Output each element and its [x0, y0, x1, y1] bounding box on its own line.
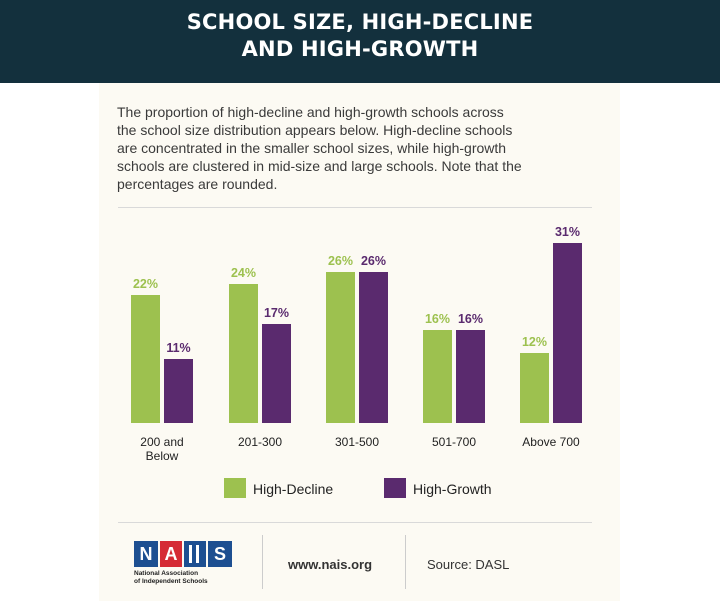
data-label-high-growth: 26%: [360, 254, 387, 269]
bar-high-decline: [520, 353, 549, 423]
footer-separator-1: [262, 535, 263, 589]
category-label: 200 and Below: [140, 435, 184, 463]
category-label: Above 700: [522, 435, 580, 449]
legend-label-high-growth: High-Growth: [413, 481, 492, 497]
logo-letter-n: N: [134, 541, 158, 567]
bar-high-growth: [553, 243, 582, 423]
data-label-high-decline: 12%: [521, 335, 548, 350]
top-divider: [118, 207, 592, 208]
website-url: www.nais.org: [288, 557, 373, 572]
logo-letter-s: S: [208, 541, 232, 567]
bar-high-decline: [326, 272, 355, 423]
intro-paragraph: The proportion of high-decline and high-…: [117, 104, 522, 192]
chart-title-line-2: AND HIGH-GROWTH: [241, 37, 479, 61]
bar-high-growth: [164, 359, 193, 423]
source-note: Source: DASL: [427, 557, 510, 572]
data-label-high-growth: 11%: [166, 341, 191, 356]
logo-letter-i: I: [184, 541, 206, 567]
title-banner: SCHOOL SIZE, HIGH-DECLINE AND HIGH-GROWT…: [0, 0, 720, 83]
data-label-high-decline: 22%: [132, 277, 159, 292]
chart-title-line-1: SCHOOL SIZE, HIGH-DECLINE: [186, 10, 534, 34]
bar-high-growth: [359, 272, 388, 423]
category-label: 501-700: [431, 435, 477, 449]
category-label: 301-500: [334, 435, 380, 449]
bar-high-decline: [131, 295, 160, 423]
footer-separator-2: [405, 535, 406, 589]
bar-high-decline: [229, 283, 258, 423]
logo-letters: N A I S: [134, 541, 232, 567]
data-label-high-decline: 16%: [424, 312, 451, 327]
bar-high-decline: [423, 330, 452, 423]
data-label-high-decline: 24%: [230, 265, 257, 280]
bar-high-growth: [456, 330, 485, 423]
category-label: 201-300: [237, 435, 283, 449]
data-label-high-decline: 26%: [327, 254, 354, 269]
logo-name: National Association of Independent Scho…: [134, 570, 208, 585]
data-label-high-growth: 16%: [457, 312, 484, 327]
legend-label-high-decline: High-Decline: [253, 481, 334, 497]
logo-letter-a: A: [160, 541, 182, 567]
data-label-high-growth: 31%: [554, 225, 581, 239]
legend-swatch-high-growth: [384, 478, 406, 498]
nais-logo: N A I S National Association of Independ…: [134, 541, 240, 591]
bar-high-growth: [262, 324, 291, 423]
legend-swatch-high-decline: [224, 478, 246, 498]
bottom-divider: [118, 522, 592, 523]
data-label-high-growth: 17%: [263, 306, 290, 321]
